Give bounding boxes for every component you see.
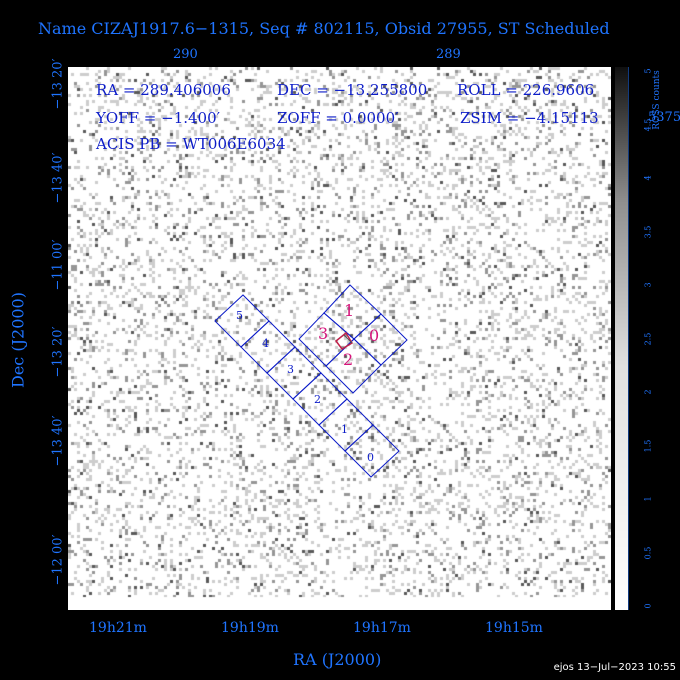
yoff-readout: YOFF = −1.400′ <box>96 109 221 127</box>
colorbar-tick: 3 <box>643 282 653 288</box>
aimpoint-marker <box>334 331 354 350</box>
colorbar-tick: 1 <box>643 496 653 502</box>
bottom-axis-tick: 19h19m <box>221 620 279 636</box>
acis-i-label: 3 <box>318 324 328 343</box>
sky-image-panel[interactable]: 5 4 3 2 1 0 1 0 3 2 RA = 289.406006 DEC … <box>68 67 611 610</box>
y-axis-tick: −13 40′ <box>50 415 66 467</box>
colorbar <box>615 67 628 610</box>
acis-s-label: 4 <box>262 337 269 350</box>
top-axis-tick: 290 <box>173 47 198 62</box>
acis-s-label: 0 <box>367 451 374 464</box>
acis-s-label: 5 <box>236 309 243 322</box>
colorbar-tick: 1.5 <box>643 439 653 452</box>
colorbar-tick: 0.5 <box>643 546 653 559</box>
dec-readout: DEC = −13.255800 <box>277 81 428 99</box>
y-axis-tick: −13 20′ <box>50 326 66 378</box>
acis-s-label: 3 <box>287 363 294 376</box>
colorbar-extra-label: 5375 <box>648 110 680 125</box>
acis-i-chip-2 <box>325 338 382 394</box>
colorbar-tick: 4.5 <box>643 118 653 131</box>
top-axis-tick: 289 <box>436 47 461 62</box>
colorbar-tick: 5 <box>643 68 653 74</box>
acis-i-chip-0 <box>353 313 408 366</box>
x-axis-label: RA (J2000) <box>293 650 382 669</box>
detector-overlay: 5 4 3 2 1 0 1 0 3 2 <box>214 284 408 478</box>
acis-s-label: 2 <box>314 393 321 406</box>
footer-stamp: ejos 13−Jul−2023 10:55 <box>553 662 676 673</box>
zoff-readout: ZOFF = 0.0000′ <box>277 109 399 127</box>
colorbar-tick: 0 <box>643 603 653 609</box>
bottom-axis-tick: 19h21m <box>89 620 147 636</box>
bottom-axis-tick: 19h15m <box>485 620 543 636</box>
acis-i-label: 1 <box>344 301 354 320</box>
bottom-axis-tick: 19h17m <box>353 620 411 636</box>
acis-s-chip-0 <box>344 424 400 478</box>
y-axis-label: Dec (J2000) <box>8 292 28 388</box>
y-axis-tick: −11 00′ <box>50 239 66 291</box>
y-axis-tick: −13 40′ <box>50 152 66 204</box>
acis-s-label: 1 <box>341 423 348 436</box>
acis-s-chip-3 <box>266 346 322 400</box>
acis-i-label: 0 <box>369 326 379 345</box>
ra-readout: RA = 289.406006 <box>96 81 231 99</box>
colorbar-tick: 3.5 <box>643 225 653 238</box>
roll-readout: ROLL = 226.9606 <box>457 81 595 99</box>
colorbar-tick: 2.5 <box>643 332 653 345</box>
y-axis-tick: −13 20′ <box>50 58 66 110</box>
y-axis-tick: −12 00′ <box>50 534 66 586</box>
colorbar-tick: 4 <box>643 175 653 181</box>
page-title: Name CIZAJ1917.6−1315, Seq # 802115, Obs… <box>38 19 610 38</box>
zsim-readout: ZSIM = −4.15113 <box>460 109 599 127</box>
colorbar-tick: 2 <box>643 389 653 395</box>
acis-i-label: 2 <box>343 350 353 369</box>
acis-i-chip-3 <box>298 312 355 367</box>
acis-pb-readout: ACIS PB = WT006E6034 <box>96 135 286 153</box>
